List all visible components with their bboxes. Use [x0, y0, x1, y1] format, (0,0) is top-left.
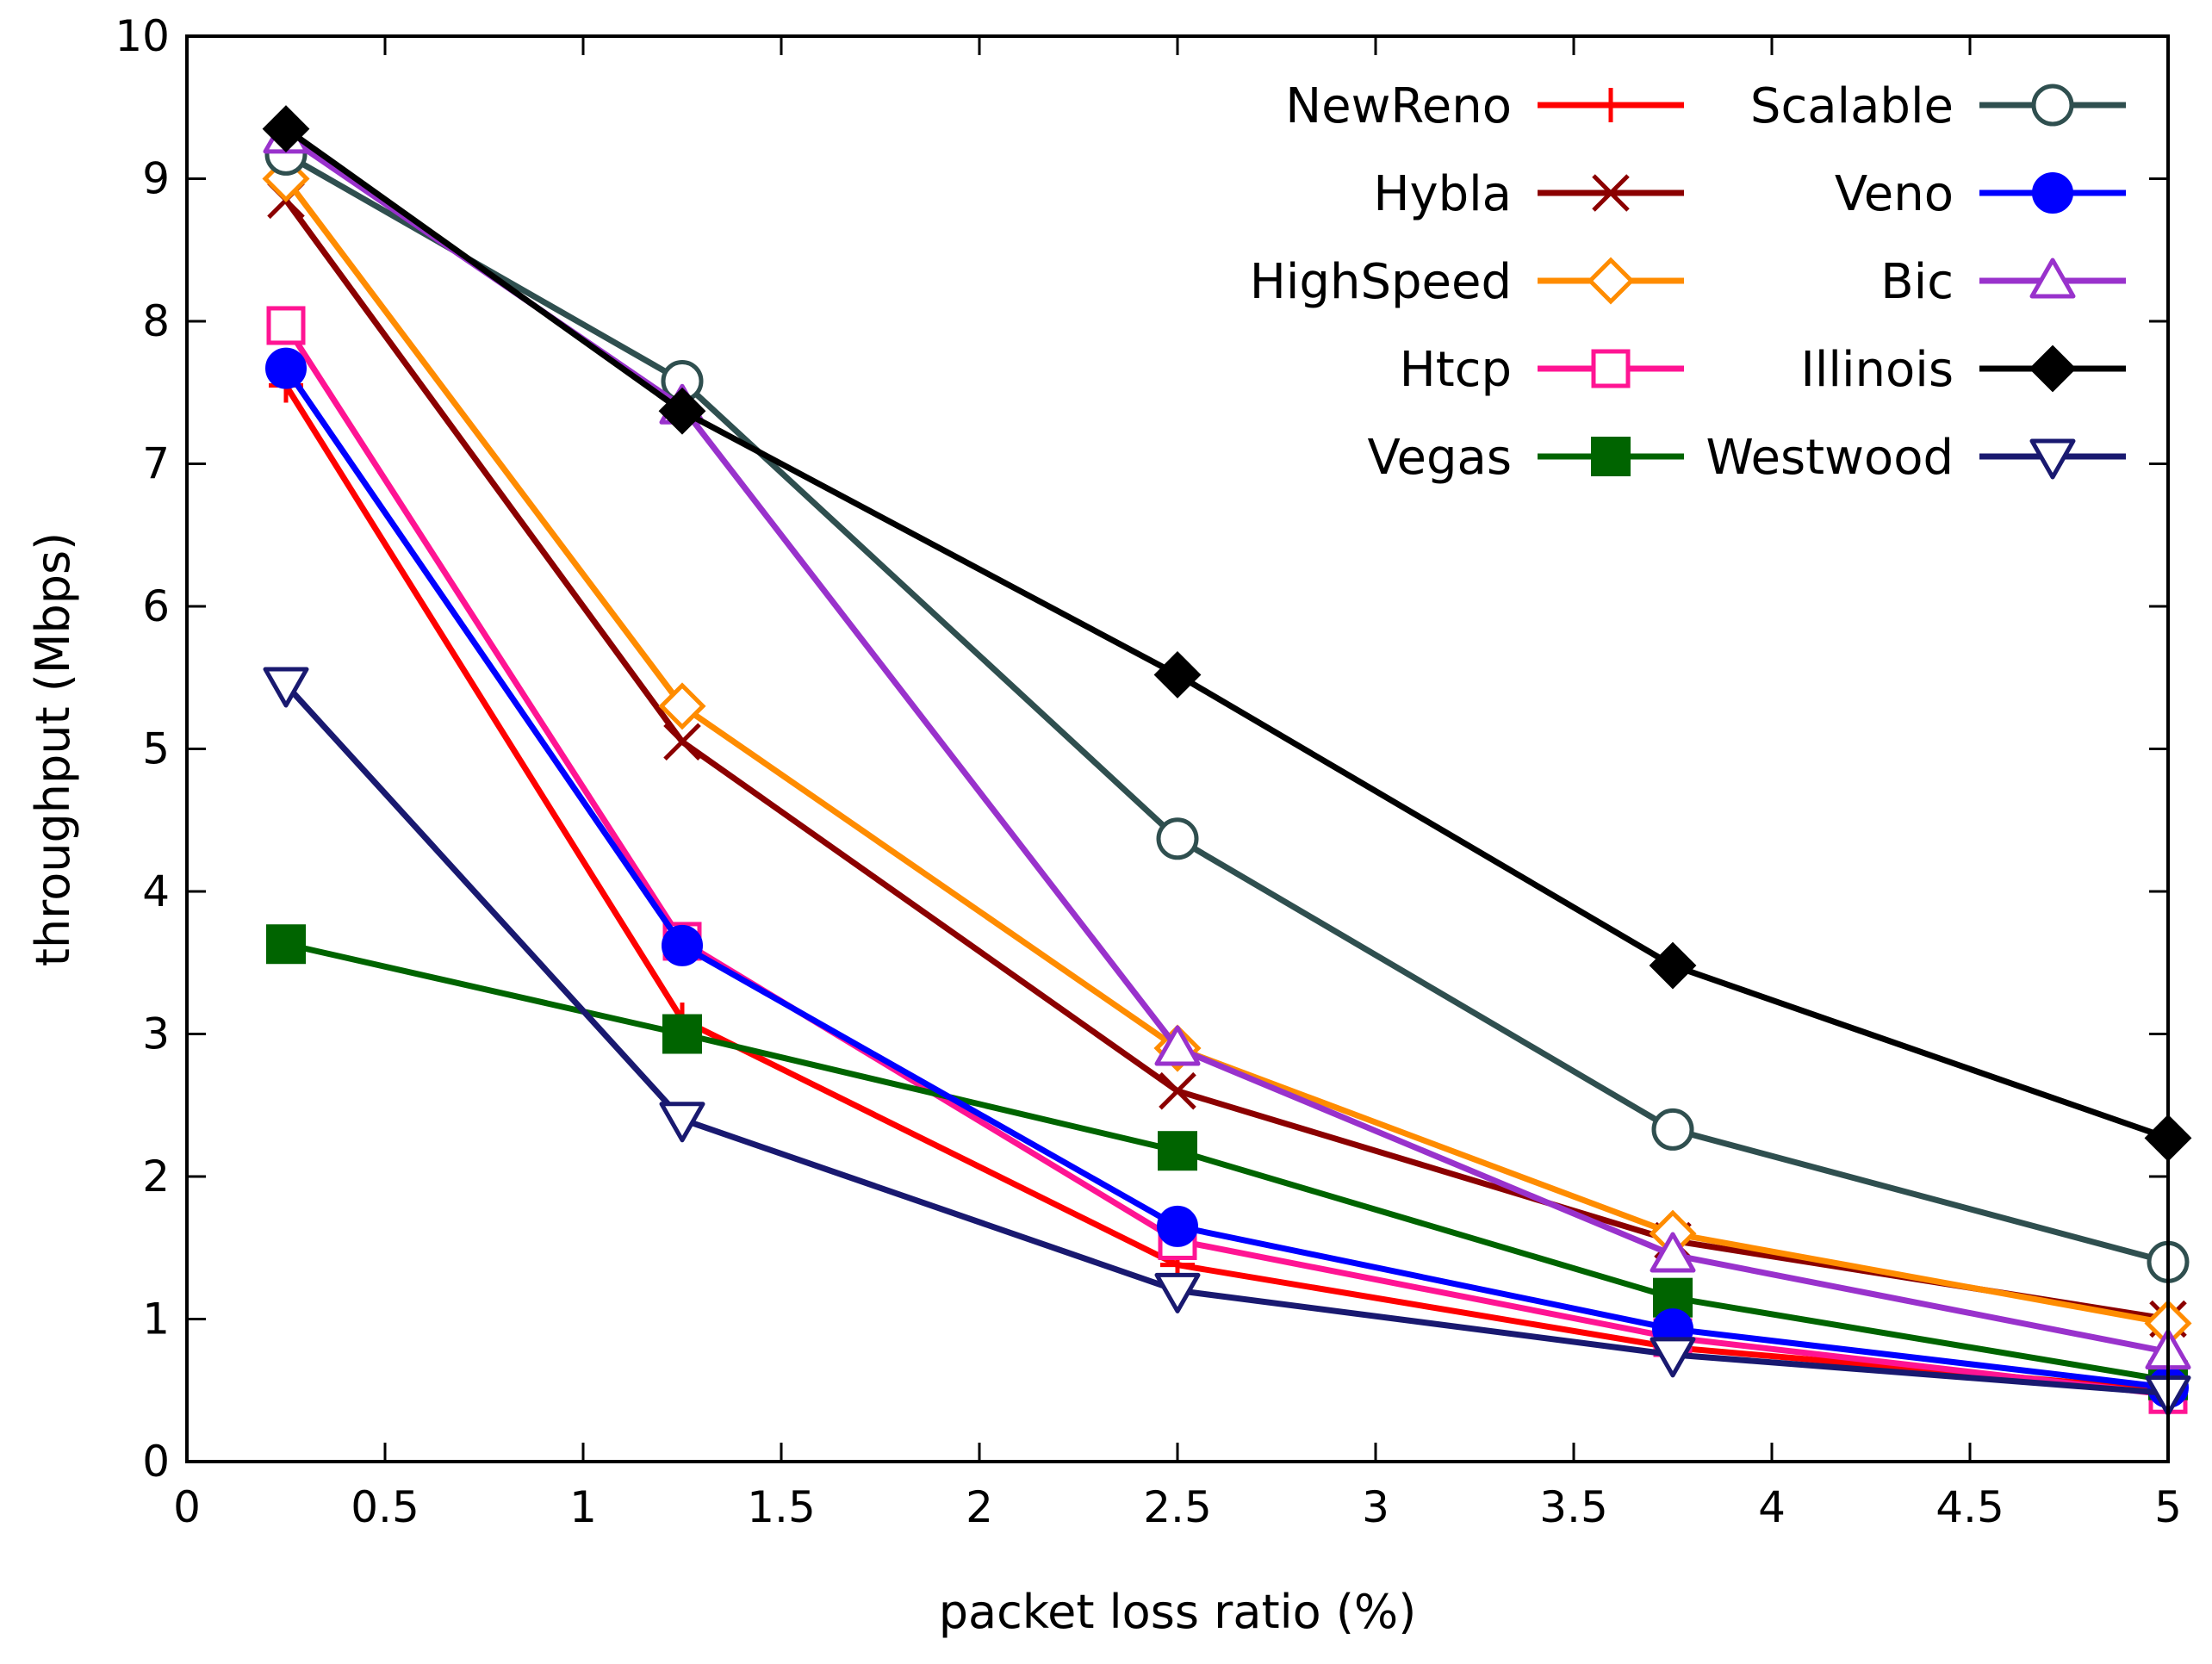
legend-item-bic: Bic — [1880, 254, 2126, 310]
x-tick-label: 5 — [2154, 1482, 2182, 1532]
veno-point — [662, 924, 703, 966]
x-tick-label: 1.5 — [747, 1482, 816, 1532]
legend-label: Westwood — [1706, 430, 1954, 486]
legend-label: Vegas — [1368, 430, 1512, 486]
legend-label: Htcp — [1400, 342, 1512, 398]
legend-item-westwood: Westwood — [1706, 430, 2126, 486]
series-westwood — [263, 667, 2191, 1417]
legend-marker — [2029, 438, 2076, 480]
legend-marker — [1592, 174, 1630, 212]
y-tick-label: 8 — [142, 296, 170, 346]
x-tick-label: 4.5 — [1936, 1482, 2004, 1532]
legend-marker — [2032, 172, 2073, 214]
y-tick-label: 10 — [115, 11, 170, 61]
htcp-point — [266, 306, 306, 345]
y-tick-label: 2 — [142, 1152, 170, 1201]
x-tick-label: 2 — [966, 1482, 993, 1532]
hybla-point — [1159, 1071, 1196, 1110]
legend-label: Illinois — [1800, 342, 1954, 398]
scalable-point — [1651, 1108, 1694, 1151]
westwood-point — [1650, 1337, 1696, 1378]
westwood-point — [263, 667, 309, 708]
y-tick-label: 0 — [142, 1437, 170, 1487]
legend-item-htcp: Htcp — [1400, 342, 1684, 398]
y-tick-label: 7 — [142, 439, 170, 489]
x-tick-label: 0 — [173, 1482, 201, 1532]
legend-label: Bic — [1880, 254, 1954, 310]
x-tick-label: 3 — [1362, 1482, 1389, 1532]
vegas-point — [266, 924, 306, 965]
legend-label: NewReno — [1285, 78, 1512, 134]
legend-label: Veno — [1835, 166, 1954, 222]
x-tick-label: 3.5 — [1539, 1482, 1608, 1532]
y-tick-label: 1 — [142, 1295, 170, 1344]
illinois-point — [658, 387, 706, 435]
legend-item-vegas: Vegas — [1368, 430, 1684, 486]
y-tick-label: 4 — [142, 866, 170, 916]
legend-marker — [2031, 84, 2074, 127]
x-tick-label: 2.5 — [1143, 1482, 1212, 1532]
x-axis-label: packet loss ratio (%) — [939, 1585, 1417, 1639]
legend-item-highspeed: HighSpeed — [1250, 254, 1684, 310]
vegas-point — [1158, 1131, 1197, 1171]
legend-marker — [1591, 437, 1631, 476]
y-tick-label: 9 — [142, 154, 170, 204]
highspeed-point — [658, 682, 706, 730]
illinois-point — [1649, 941, 1697, 990]
legend-item-scalable: Scalable — [1750, 78, 2126, 134]
bic-point — [1154, 1025, 1201, 1066]
y-tick-label: 6 — [142, 581, 170, 631]
x-tick-label: 0.5 — [351, 1482, 419, 1532]
scalable-line — [284, 152, 2169, 1265]
westwood-point — [659, 1102, 705, 1143]
series-vegas — [266, 924, 2188, 1400]
legend-marker — [2029, 345, 2077, 393]
axes: 0 0.5 1 1.5 2 2.5 3 3.5 4 4.5 5 0 1 2 3 4 5 6 7 8 9 10 — [115, 11, 2182, 1532]
illinois-point — [262, 105, 310, 152]
series-illinois — [262, 105, 2192, 1162]
x-tick-label: 1 — [569, 1482, 597, 1532]
x-tick-label: 4 — [1758, 1482, 1786, 1532]
bic-point — [1650, 1232, 1696, 1273]
westwood-point — [1154, 1272, 1201, 1313]
legend-marker — [2029, 258, 2076, 299]
legend-item-illinois: Illinois — [1800, 342, 2126, 398]
legend-marker — [1587, 257, 1635, 305]
hybla-point — [663, 723, 701, 761]
legend-item-veno: Veno — [1835, 166, 2126, 222]
veno-point — [265, 347, 307, 389]
legend-marker — [1594, 88, 1628, 122]
legend-label: HighSpeed — [1250, 254, 1512, 310]
vegas-line — [285, 941, 2169, 1384]
legend-label: Scalable — [1750, 78, 1954, 134]
legend: NewReno Hybla HighSpeed Htcp Vegas Scalable Ve… — [1250, 78, 2126, 486]
y-axis-label: throughput (Mbps) — [26, 532, 80, 966]
y-tick-label: 3 — [142, 1009, 170, 1059]
scalable-point — [1156, 817, 1199, 860]
vegas-point — [662, 1014, 702, 1054]
legend-item-newreno: NewReno — [1285, 78, 1684, 134]
legend-marker — [1591, 349, 1631, 388]
veno-point — [1157, 1205, 1198, 1247]
y-tick-label: 5 — [142, 724, 170, 774]
illinois-point — [1153, 651, 1202, 699]
legend-label: Hybla — [1373, 166, 1512, 222]
veno-line — [283, 366, 2169, 1391]
plot-frame — [185, 34, 2170, 1463]
legend-item-hybla: Hybla — [1373, 166, 1684, 222]
